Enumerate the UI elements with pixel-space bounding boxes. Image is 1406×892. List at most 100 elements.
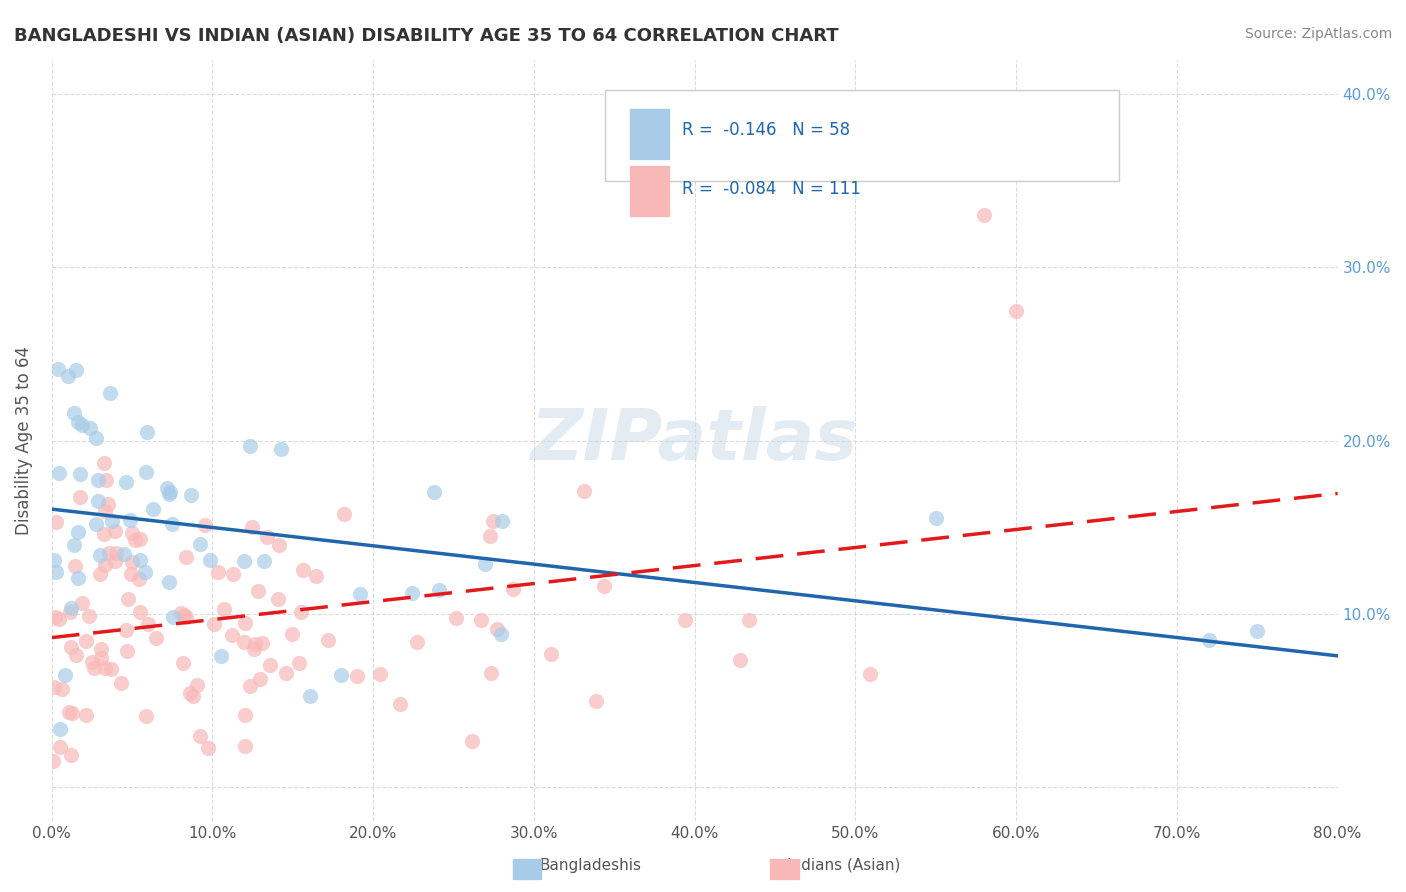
FancyBboxPatch shape: [630, 166, 669, 216]
Point: [401, 586, 423, 600]
Point: [121, 555, 143, 569]
Point: [87, 493, 110, 508]
Point: [42, 754, 65, 768]
Point: [245, 637, 267, 651]
Point: [59, 605, 82, 619]
Point: [93, 456, 115, 470]
Point: [59, 747, 82, 762]
Point: [97, 497, 120, 511]
Point: [330, 667, 353, 681]
Point: [70, 596, 93, 610]
Point: [60, 600, 83, 615]
Point: [179, 686, 201, 700]
Point: [233, 635, 256, 649]
Point: [194, 518, 217, 533]
Point: [93, 526, 115, 541]
Point: [58, 368, 80, 383]
Point: [259, 658, 281, 673]
Point: [346, 669, 368, 683]
Point: [232, 553, 254, 567]
Point: [188, 729, 211, 743]
Point: [290, 605, 312, 619]
Point: [181, 689, 204, 703]
Point: [491, 514, 513, 528]
Point: [239, 679, 262, 693]
Point: [63, 559, 86, 574]
Point: [135, 465, 157, 479]
Point: [104, 553, 127, 567]
Text: Source: ZipAtlas.com: Source: ZipAtlas.com: [1244, 27, 1392, 41]
Point: [180, 488, 202, 502]
FancyBboxPatch shape: [605, 90, 1119, 181]
Point: [737, 613, 759, 627]
Point: [233, 615, 256, 630]
Point: [159, 485, 181, 500]
Point: [973, 209, 995, 223]
Point: [58, 705, 80, 719]
Point: [90, 641, 112, 656]
Point: [925, 511, 948, 525]
Point: [128, 572, 150, 586]
Point: [142, 502, 165, 516]
Point: [673, 613, 696, 627]
Point: [461, 734, 484, 748]
Point: [489, 627, 512, 641]
Point: [221, 628, 243, 642]
Point: [540, 647, 562, 661]
Point: [274, 665, 297, 680]
Point: [45, 515, 67, 529]
Point: [69, 467, 91, 482]
Point: [51, 682, 73, 697]
Point: [859, 666, 882, 681]
Point: [256, 530, 278, 544]
Point: [585, 694, 607, 708]
Point: [157, 575, 180, 590]
Point: [48, 466, 70, 480]
Point: [75, 634, 97, 648]
Point: [728, 653, 751, 667]
Point: [94, 558, 117, 573]
Point: [49, 723, 72, 737]
Point: [65, 362, 87, 376]
Point: [198, 553, 221, 567]
Point: [48, 612, 70, 626]
Point: [281, 627, 304, 641]
Point: [90, 650, 112, 665]
Point: [53, 668, 76, 682]
Point: [368, 667, 391, 681]
Point: [1246, 624, 1268, 638]
Point: [44, 610, 66, 624]
Point: [172, 656, 194, 670]
Point: [238, 439, 260, 453]
Point: [349, 587, 371, 601]
Point: [117, 592, 139, 607]
Point: [427, 582, 450, 597]
Point: [502, 582, 524, 597]
Point: [388, 697, 411, 711]
Point: [94, 473, 117, 487]
Point: [212, 601, 235, 615]
Point: [470, 613, 492, 627]
Point: [305, 569, 328, 583]
Point: [135, 709, 157, 723]
Point: [176, 609, 198, 624]
Point: [79, 421, 101, 435]
Point: [62, 537, 84, 551]
Point: [485, 622, 508, 636]
Point: [136, 616, 159, 631]
Point: [186, 678, 208, 692]
Point: [115, 623, 138, 637]
Point: [129, 533, 152, 547]
Point: [173, 607, 195, 622]
Point: [94, 504, 117, 518]
Point: [93, 660, 115, 674]
Point: [188, 537, 211, 551]
Point: [446, 611, 468, 625]
Point: [69, 490, 91, 504]
Point: [77, 608, 100, 623]
Point: [59, 640, 82, 654]
Point: [253, 554, 276, 568]
Point: [235, 707, 257, 722]
Point: [84, 517, 107, 532]
Point: [1005, 303, 1028, 318]
